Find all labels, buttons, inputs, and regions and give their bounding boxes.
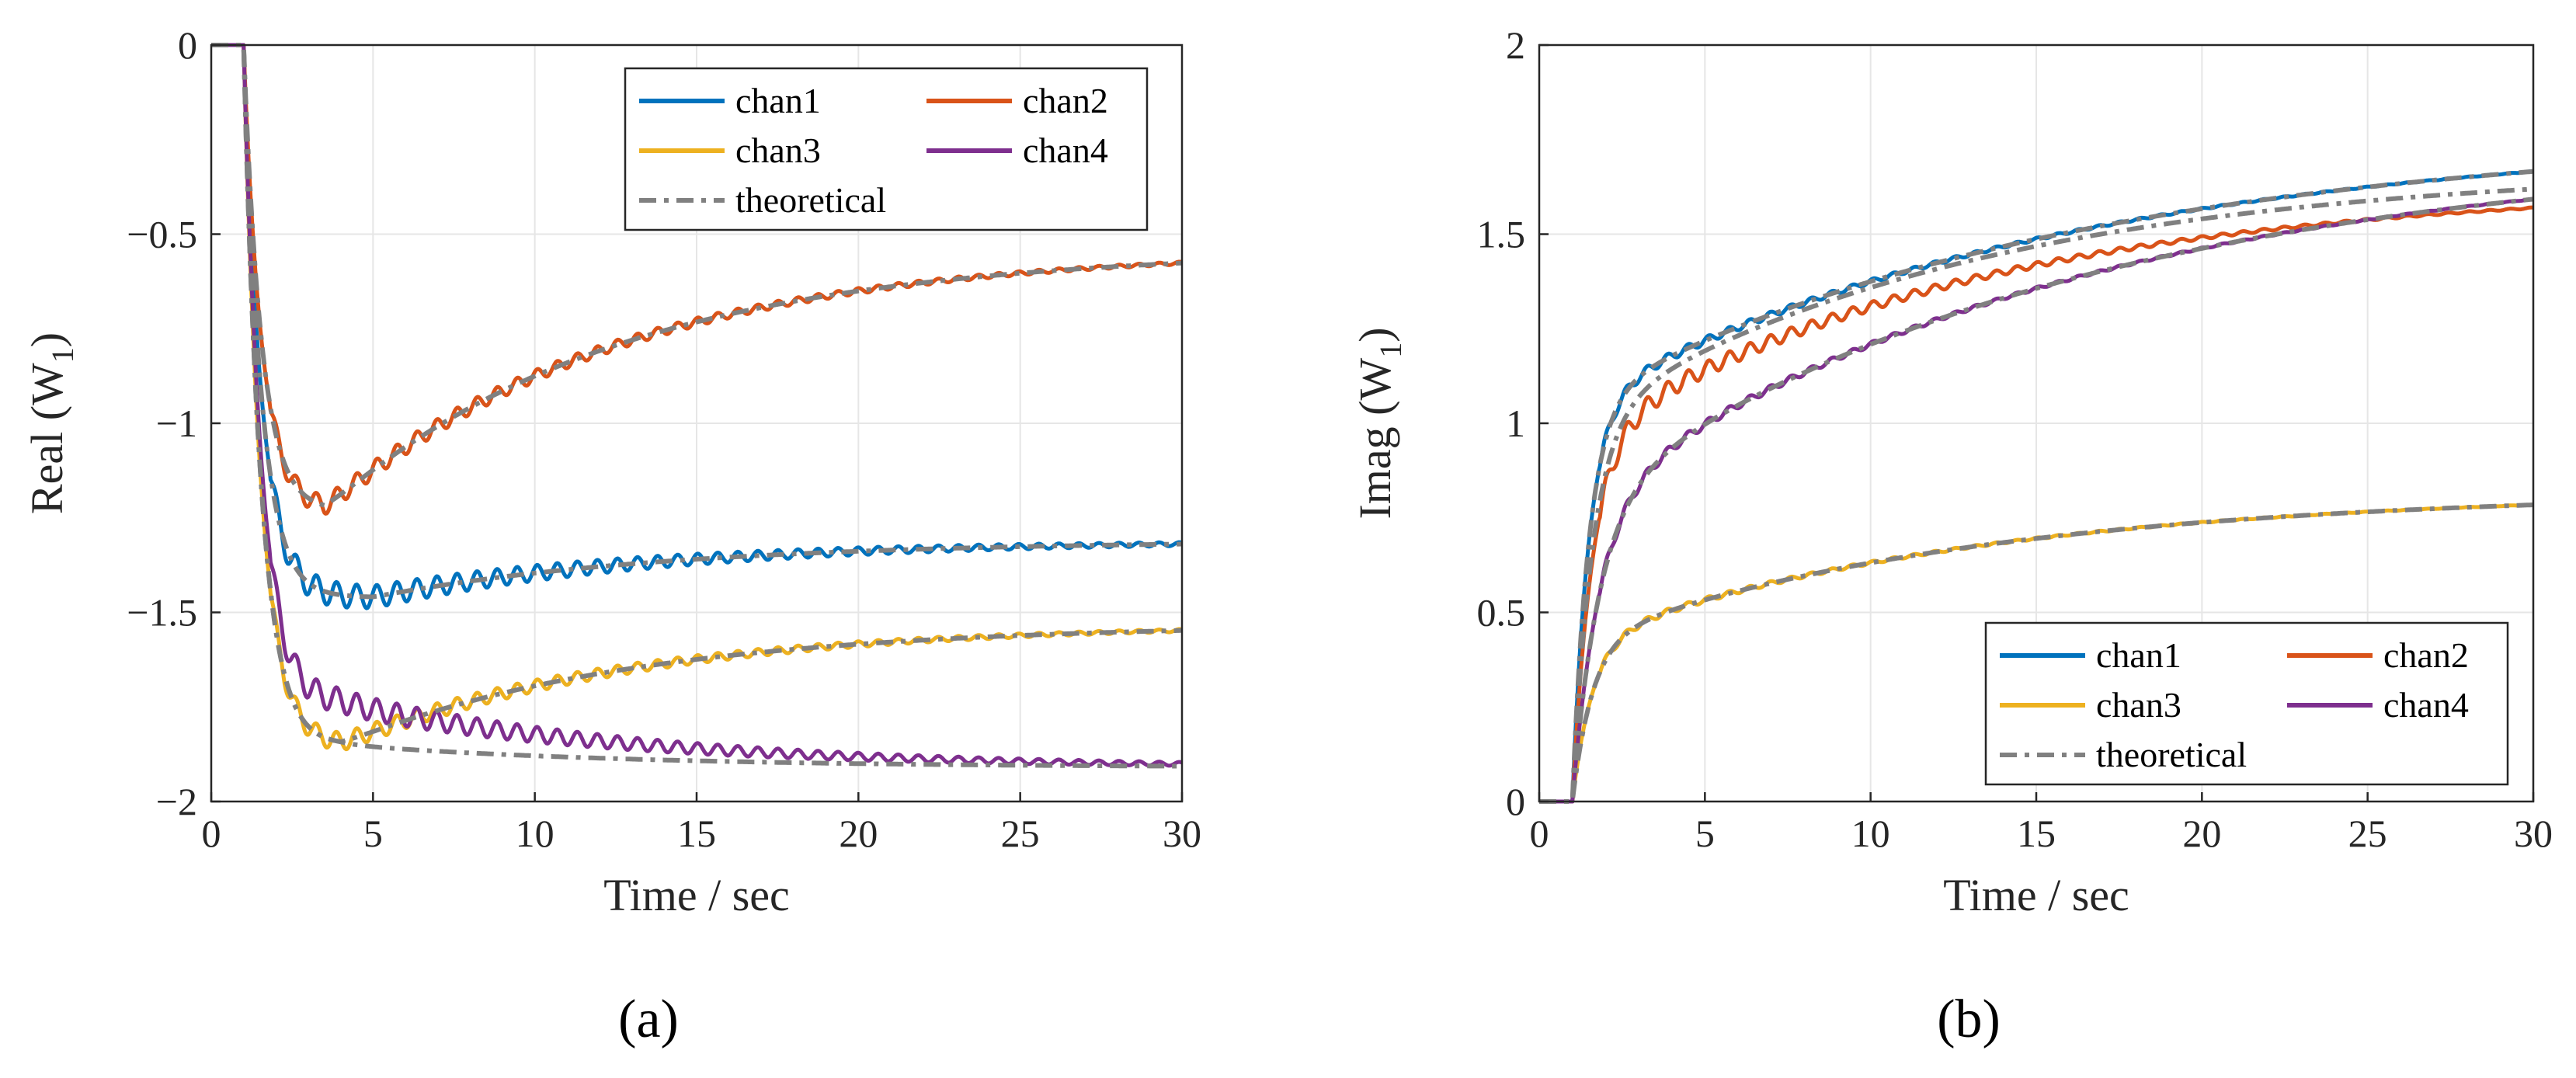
x-tick-label: 25 <box>2348 812 2387 855</box>
series-line-theoretical <box>1538 502 2535 804</box>
x-tick-label: 0 <box>1530 812 1549 855</box>
y-axis-label-close: ) <box>22 332 72 347</box>
y-axis-label-subscript: 1 <box>1373 343 1408 358</box>
y-tick-label: −0.5 <box>127 213 197 256</box>
series-group-b <box>1538 169 2535 804</box>
y-tick-label: −2 <box>156 780 197 823</box>
x-tick-label: 20 <box>839 812 878 855</box>
y-axis-label-main: Real (W <box>22 363 72 514</box>
legend-label-chan4: chan4 <box>1023 130 1108 170</box>
y-axis-label: Real (W1) <box>22 332 80 514</box>
x-axis-label: Time / sec <box>1943 870 2129 920</box>
x-tick-label: 0 <box>202 812 221 855</box>
y-tick-label: −1.5 <box>127 591 197 635</box>
tick-labels-b: 0 5 10 15 20 25 30 0 0.5 1 1.5 2 <box>1477 23 2553 855</box>
panel-label-b: (b) <box>1937 989 2001 1049</box>
y-tick-label: 0 <box>178 23 197 67</box>
series-group-a <box>210 43 1184 769</box>
legend-label-chan3: chan3 <box>735 130 821 170</box>
y-tick-label: 1 <box>1506 402 1525 445</box>
y-tick-label: −1 <box>156 402 197 445</box>
series-line-chan4 <box>210 43 1184 768</box>
x-tick-label: 15 <box>2017 812 2056 855</box>
legend-label-theoretical: theoretical <box>2096 735 2247 774</box>
tick-labels-a: 0 5 10 15 20 25 30 0 −0.5 −1 −1.5 −2 <box>127 23 1201 855</box>
y-tick-label: 0 <box>1506 780 1525 823</box>
y-tick-label: 2 <box>1506 23 1525 67</box>
legend-label-theoretical: theoretical <box>735 180 886 220</box>
legend-label-chan4: chan4 <box>2383 685 2469 725</box>
series-line-theoretical <box>1538 196 2535 804</box>
x-tick-label: 20 <box>2182 812 2221 855</box>
x-axis-label: Time / sec <box>603 870 790 920</box>
series-line-chan1 <box>1538 169 2535 804</box>
y-tick-label: 1.5 <box>1477 213 1526 256</box>
legend-label-chan1: chan1 <box>2096 635 2181 675</box>
legend-label-chan3: chan3 <box>2096 685 2181 725</box>
legend-a: chan1 chan2 chan3 chan4 theoretical <box>624 67 1149 231</box>
y-axis-label-subscript: 1 <box>45 347 80 363</box>
series-line-chan1 <box>210 43 1184 610</box>
series-line-chan3 <box>210 43 1184 752</box>
panel-label-a: (a) <box>618 989 679 1049</box>
x-tick-label: 5 <box>363 812 383 855</box>
legend-label-chan2: chan2 <box>2383 635 2469 675</box>
series-line-theoretical <box>210 43 1184 769</box>
x-tick-label: 30 <box>1163 812 1201 855</box>
series-line-theoretical <box>210 43 1184 508</box>
series-line-theoretical <box>210 43 1184 600</box>
y-axis-label: Imag (W1) <box>1350 327 1408 519</box>
series-line-theoretical <box>210 43 1184 745</box>
x-tick-label: 5 <box>1695 812 1715 855</box>
chart-panel-a: 0 5 10 15 20 25 30 0 −0.5 −1 −1.5 −2 Time / sec Real … <box>22 23 1201 1049</box>
y-tick-label: 0.5 <box>1477 591 1526 635</box>
x-tick-label: 10 <box>516 812 554 855</box>
legend-label-chan1: chan1 <box>735 81 821 120</box>
legend-label-chan2: chan2 <box>1023 81 1108 120</box>
x-tick-label: 25 <box>1001 812 1040 855</box>
legend-b: chan1 chan2 chan3 chan4 theoretical <box>1984 621 2509 786</box>
y-axis-label-close: ) <box>1350 327 1400 342</box>
y-axis-label-main: Imag (W <box>1350 358 1400 520</box>
x-tick-label: 10 <box>1851 812 1890 855</box>
x-tick-label: 15 <box>677 812 716 855</box>
series-line-chan2 <box>210 43 1184 516</box>
series-line-theoretical <box>1538 186 2535 804</box>
x-tick-label: 30 <box>2514 812 2553 855</box>
